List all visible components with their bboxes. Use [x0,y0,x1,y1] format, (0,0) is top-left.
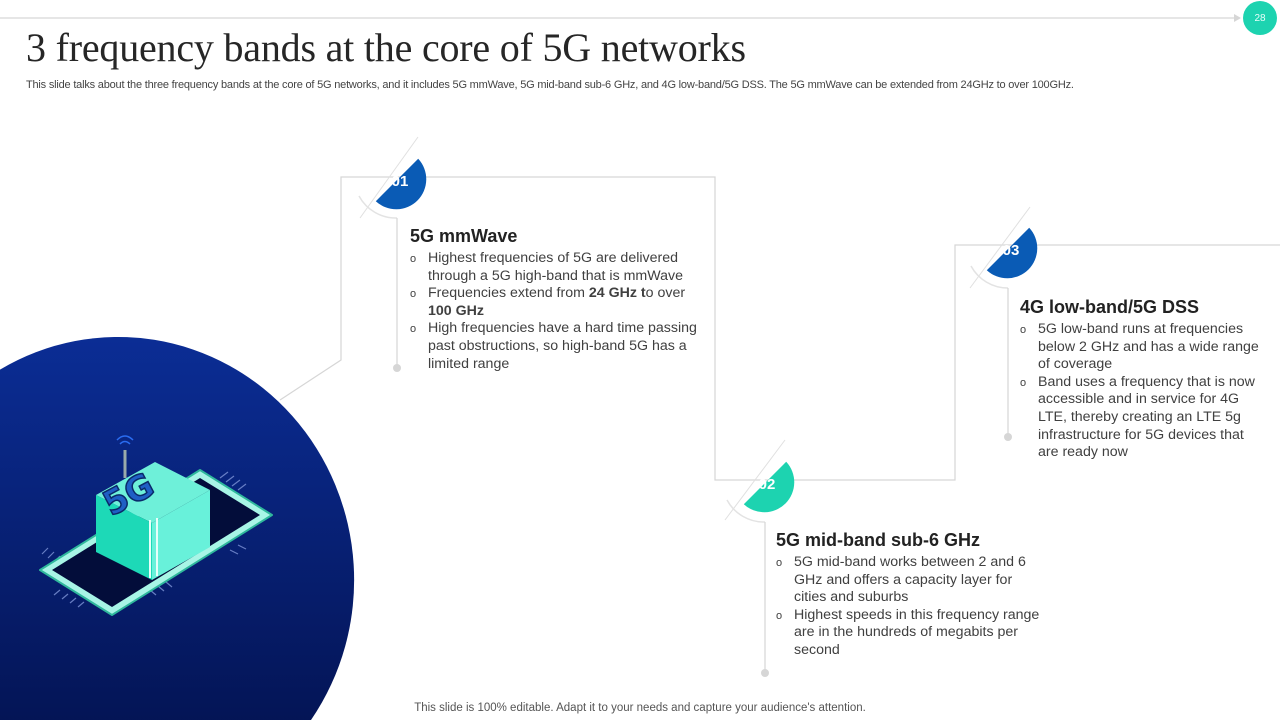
bullet-bold-text: 100 GHz [428,302,484,319]
band-01-bullet: High frequencies have a hard time passin… [410,320,710,373]
band-02-block: 5G mid-band sub-6 GHz 5G mid-band works … [776,530,1041,660]
top-rule-arrow [1234,14,1241,22]
band-03-block: 4G low-band/5G DSS 5G low-band runs at f… [1020,297,1260,462]
band-02-bullet: 5G mid-band works between 2 and 6 GHz an… [776,554,1041,607]
bullet-text: o over [645,285,686,302]
badge-01-number: 01 [391,173,409,190]
band-02-bullet: Highest speeds in this frequency range a… [776,607,1041,660]
footer-note: This slide is 100% editable. Adapt it to… [414,702,866,714]
band-01-bullet: Frequencies extend from 24 GHz to over 1… [410,285,710,320]
step-connector [279,176,1280,481]
band-03-bullet: Band uses a frequency that is now access… [1020,374,1260,462]
bullet-text: Frequencies extend from [428,285,589,302]
badge-03-number: 03 [1002,242,1020,259]
badge-02-number: 02 [758,476,776,493]
band-03-title: 4G low-band/5G DSS [1020,297,1200,317]
band-01-title: 5G mmWave [410,226,518,246]
band-02-title: 5G mid-band sub-6 GHz [776,530,981,550]
page-subtitle: This slide talks about the three frequen… [26,79,1074,91]
page-number-badge: 28 [1243,1,1277,35]
band-01-block: 5G mmWave Highest frequencies of 5G are … [410,226,710,373]
badge-03 [969,206,1038,441]
bullet-bold-text: 24 GHz t [588,285,646,302]
5g-phone-illustration: 5G [39,435,273,616]
band-03-bullet: 5G low-band runs at frequencies below 2 … [1020,321,1260,374]
badge-01 [358,136,427,372]
page-title: 3 frequency bands at the core of 5G netw… [26,25,746,70]
badge-02 [724,439,795,677]
band-01-bullet: Highest frequencies of 5G are delivered … [410,250,710,285]
